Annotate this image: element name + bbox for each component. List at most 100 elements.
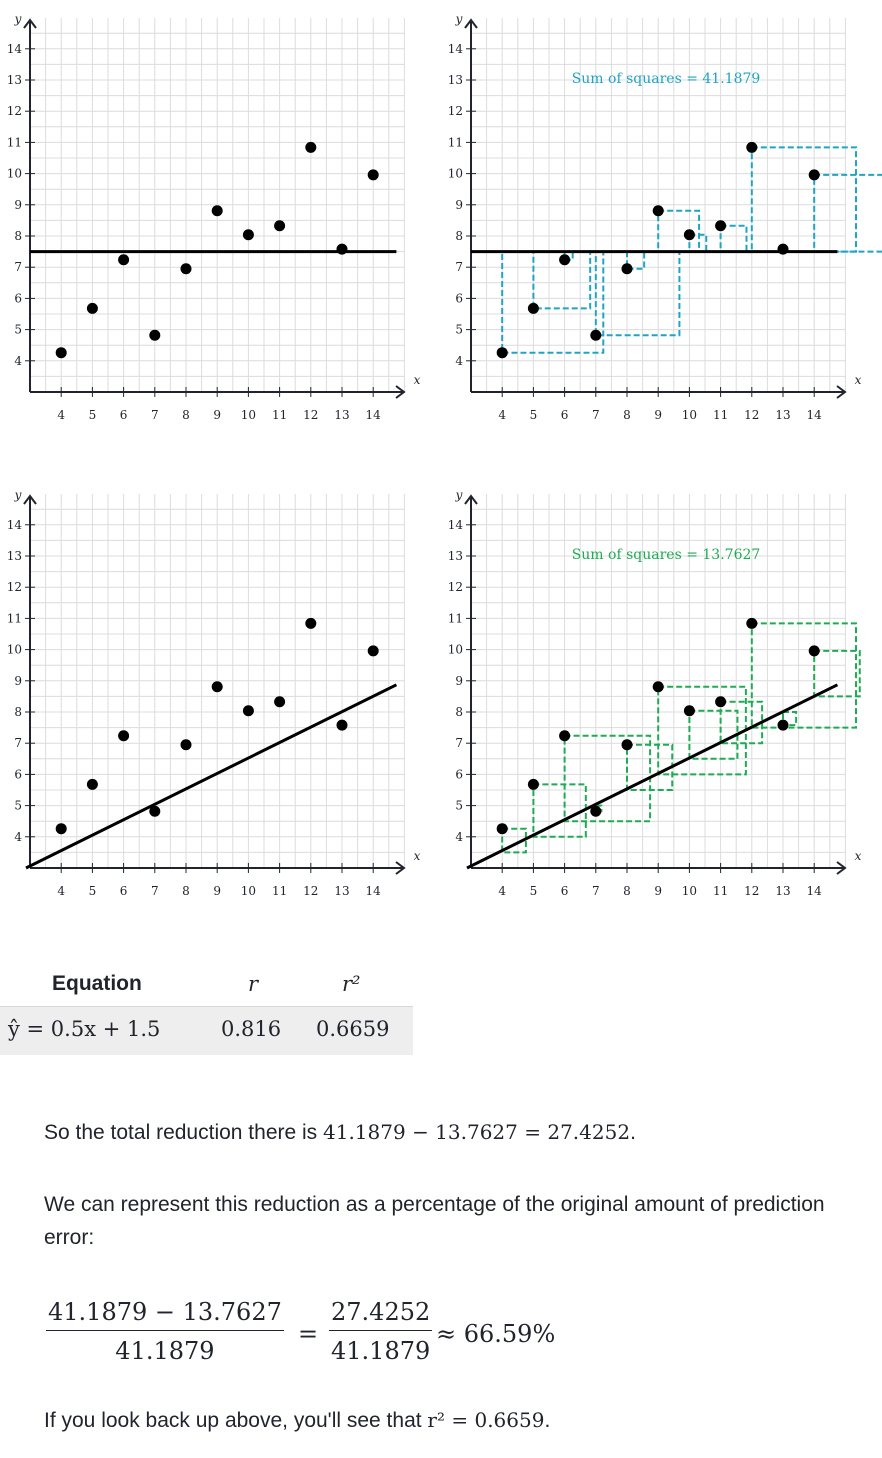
x-tick-label: 12 bbox=[744, 408, 759, 422]
fraction-reduction: 27.4252 41.1879 bbox=[329, 1298, 433, 1365]
fraction-difference: 41.1879 − 13.7627 41.1879 bbox=[46, 1298, 284, 1365]
x-tick-label: 4 bbox=[57, 884, 65, 898]
y-tick-label: 14 bbox=[7, 518, 23, 532]
x-tick-label: 9 bbox=[654, 408, 662, 422]
x-tick-label: 5 bbox=[530, 884, 538, 898]
data-point bbox=[715, 220, 727, 232]
data-point bbox=[808, 645, 820, 657]
data-point bbox=[336, 719, 348, 731]
p1-end: . bbox=[630, 1121, 636, 1144]
data-point bbox=[149, 805, 161, 817]
x-tick-label: 7 bbox=[592, 884, 600, 898]
data-point bbox=[559, 730, 571, 742]
sum-of-squares-label: Sum of squares = 41.1879 bbox=[572, 71, 761, 87]
fit-line bbox=[466, 683, 839, 870]
y-tick-label: 11 bbox=[7, 611, 22, 625]
x-tick-label: 8 bbox=[623, 884, 631, 898]
data-point bbox=[527, 778, 539, 790]
p3-text: If you look back up above, you'll see th… bbox=[44, 1409, 428, 1432]
y-tick-label: 8 bbox=[14, 229, 22, 243]
y-tick-label: 4 bbox=[455, 354, 463, 368]
y-tick-label: 13 bbox=[7, 549, 22, 563]
x-tick-label: 13 bbox=[334, 408, 349, 422]
y-tick-label: 6 bbox=[455, 767, 463, 781]
cell-equation: ŷ = 0.5x + 1.5 bbox=[8, 1017, 161, 1041]
y-axis-label: y bbox=[14, 12, 22, 26]
data-point bbox=[86, 778, 98, 790]
y-tick-label: 12 bbox=[448, 104, 463, 118]
y-axis-arrow bbox=[464, 18, 478, 29]
data-point bbox=[621, 263, 633, 275]
fraction-difference-numerator: 41.1879 − 13.7627 bbox=[46, 1298, 284, 1331]
y-tick-label: 10 bbox=[7, 643, 22, 657]
p1-text: So the total reduction there is bbox=[44, 1121, 323, 1144]
y-tick-label: 13 bbox=[448, 73, 463, 87]
residual-square bbox=[563, 734, 652, 823]
chart-regression-line-squares: x y 4 5 6 7 8 9 10 11 12 13 14 4 5 6 7 8 9 10 11 12 13 14 Sum of… bbox=[441, 476, 881, 916]
data-point bbox=[149, 329, 161, 341]
y-tick-label: 6 bbox=[14, 291, 22, 305]
x-axis-label: x bbox=[855, 849, 862, 863]
x-tick-label: 9 bbox=[213, 408, 221, 422]
y-tick-label: 12 bbox=[7, 580, 22, 594]
header-r: r bbox=[248, 972, 259, 996]
paragraph-percentage: We can represent this reduction as a per… bbox=[44, 1188, 854, 1254]
data-point bbox=[211, 681, 223, 693]
residual-square bbox=[750, 622, 858, 729]
y-tick-label: 10 bbox=[448, 643, 463, 657]
data-point bbox=[367, 645, 379, 657]
fraction-reduction-numerator: 27.4252 bbox=[329, 1298, 433, 1331]
data-point bbox=[305, 141, 317, 153]
x-tick-label: 12 bbox=[303, 884, 318, 898]
y-tick-label: 13 bbox=[448, 549, 463, 563]
data-point bbox=[367, 169, 379, 181]
grid bbox=[29, 18, 405, 393]
residual-square bbox=[782, 711, 798, 727]
y-axis-arrow bbox=[23, 18, 37, 29]
y-tick-label: 5 bbox=[455, 799, 463, 813]
grid bbox=[470, 18, 846, 393]
p2-text: We can represent this reduction as a per… bbox=[44, 1193, 825, 1249]
stats-table-row: ŷ = 0.5x + 1.5 0.816 0.6659 bbox=[0, 1006, 413, 1055]
y-tick-label: 7 bbox=[455, 260, 463, 274]
x-tick-label: 10 bbox=[241, 408, 256, 422]
x-tick-label: 12 bbox=[303, 408, 318, 422]
y-tick-label: 6 bbox=[455, 291, 463, 305]
chart-svg: x y 4 5 6 7 8 9 10 11 12 13 14 4 5 6 7 8 9 10 11 12 13 14 Sum of… bbox=[448, 12, 882, 422]
y-tick-label: 7 bbox=[455, 736, 463, 750]
chart-regression-line: x y 4 5 6 7 8 9 10 11 12 13 14 4 5 6 7 8 9 10 11 12 13 14 bbox=[0, 476, 440, 916]
header-equation: Equation bbox=[52, 972, 142, 995]
residual-square bbox=[719, 700, 764, 745]
x-tick-label: 10 bbox=[682, 408, 697, 422]
x-tick-label: 7 bbox=[151, 408, 159, 422]
y-tick-label: 9 bbox=[455, 198, 463, 212]
y-axis-label: y bbox=[14, 488, 22, 502]
x-tick-label: 10 bbox=[241, 884, 256, 898]
data-point bbox=[118, 730, 130, 742]
data-point bbox=[527, 302, 539, 314]
approx-percentage: ≈ 66.59% bbox=[436, 1320, 556, 1348]
x-tick-label: 6 bbox=[120, 408, 128, 422]
x-tick-label: 12 bbox=[744, 884, 759, 898]
x-tick-label: 11 bbox=[713, 884, 728, 898]
data-point bbox=[496, 347, 508, 359]
residual-square bbox=[750, 146, 858, 253]
p1-math: 41.1879 − 13.7627 = 27.4252 bbox=[323, 1120, 631, 1144]
x-tick-label: 4 bbox=[498, 884, 506, 898]
p3-end: . bbox=[544, 1409, 551, 1432]
fraction-difference-denominator: 41.1879 bbox=[115, 1337, 215, 1365]
data-point bbox=[746, 617, 758, 629]
data-point bbox=[274, 696, 286, 708]
residual-square bbox=[594, 250, 681, 337]
data-point bbox=[621, 739, 633, 751]
x-tick-label: 6 bbox=[561, 408, 569, 422]
x-tick-label: 14 bbox=[807, 408, 823, 422]
y-tick-label: 10 bbox=[7, 167, 22, 181]
x-tick-label: 8 bbox=[182, 884, 190, 898]
paragraph-r-squared: If you look back up above, you'll see th… bbox=[44, 1404, 854, 1437]
cell-r: 0.816 bbox=[221, 1017, 282, 1041]
chart-svg: x y 4 5 6 7 8 9 10 11 12 13 14 4 5 6 7 8 9 10 11 12 13 14 bbox=[7, 12, 421, 422]
x-tick-label: 4 bbox=[57, 408, 65, 422]
data-point bbox=[55, 823, 67, 835]
y-tick-label: 13 bbox=[7, 73, 22, 87]
